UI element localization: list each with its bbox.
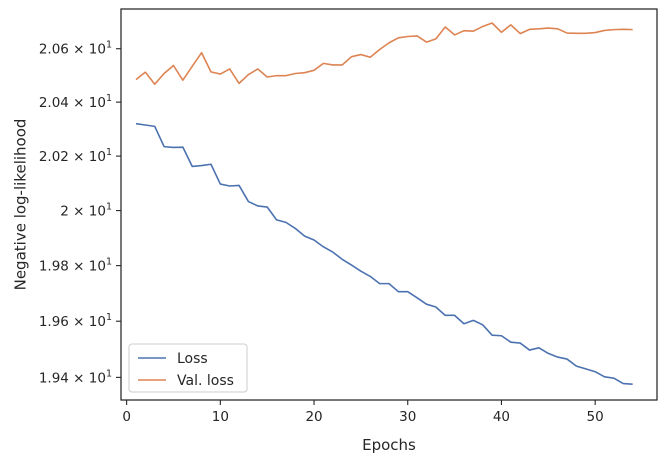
series-line-loss [135, 122, 633, 385]
y-axis-label: Negative log-likelihood [11, 119, 29, 291]
series-line-val-loss [135, 22, 633, 85]
x-tick-label: 20 [305, 409, 322, 425]
y-axis: 1.94 × 101 1.96 × 101 1.98 × 101 2 × 101 2.0… [39, 40, 121, 386]
y-tick-label: 1.94 × 101 [39, 368, 112, 386]
y-tick-label: 2 × 101 [60, 202, 112, 220]
series-layer [135, 22, 633, 385]
legend-label: Loss [177, 351, 208, 367]
axes-frame [120, 8, 658, 401]
x-tick-label: 0 [122, 409, 131, 425]
x-tick-label: 40 [493, 409, 510, 425]
x-axis-label: Epochs [362, 436, 416, 454]
x-tick-label: 10 [212, 409, 229, 425]
y-tick-label: 2.04 × 101 [39, 93, 112, 111]
x-tick-label: 30 [399, 409, 416, 425]
legend: Loss Val. loss [128, 343, 248, 393]
x-axis: 0 10 20 30 40 50 [122, 400, 604, 425]
legend-label: Val. loss [177, 373, 234, 389]
y-tick-label: 2.06 × 101 [39, 40, 112, 58]
y-tick-label: 1.96 × 101 [39, 312, 112, 330]
y-tick-label: 1.98 × 101 [39, 257, 112, 275]
x-tick-label: 50 [587, 409, 604, 425]
y-tick-label: 2.02 × 101 [39, 147, 112, 165]
